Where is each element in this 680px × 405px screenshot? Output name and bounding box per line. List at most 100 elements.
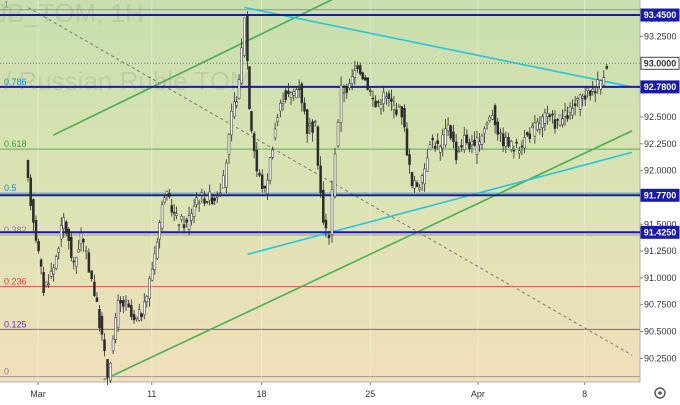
candle-body-27 [95, 297, 99, 302]
price-tag-box-4 [640, 225, 680, 239]
candle-body-52 [160, 204, 164, 229]
candle-body-77 [225, 162, 228, 188]
price-tag-label-2: 92.7800 [644, 82, 677, 92]
candle-body-90 [258, 172, 261, 176]
candle-body-89 [255, 150, 259, 172]
candle-body-92 [263, 185, 267, 189]
candle-body-183 [504, 137, 508, 147]
candle-body-72 [210, 197, 214, 205]
candle-body-15 [65, 221, 68, 234]
candle-body-58 [175, 213, 178, 216]
candle-body-39 [127, 303, 130, 308]
candle-body-34 [114, 317, 117, 340]
candle-body-42 [135, 316, 138, 319]
candle-body-67 [197, 202, 201, 204]
candle-body-40 [130, 305, 133, 318]
candle-body-123 [348, 83, 351, 89]
candle-body-65 [192, 205, 196, 217]
fib-label-1: 0.786 [4, 77, 27, 87]
trend-line-1 [103, 130, 633, 381]
candle-body-74 [216, 196, 219, 198]
candle-body-24 [87, 252, 91, 273]
candle-body-165 [457, 150, 461, 153]
candle-body-151 [420, 175, 424, 183]
candle-body-219 [596, 79, 600, 87]
candle-body-122 [345, 86, 349, 93]
candle-body-2 [32, 199, 35, 223]
candle-body-211 [576, 98, 579, 101]
candle-body-132 [371, 97, 375, 100]
candle-body-107 [303, 102, 306, 112]
candle-body-66 [195, 197, 198, 205]
candle-body-134 [377, 101, 380, 104]
candle-body-99 [281, 101, 285, 104]
candle-body-152 [423, 168, 426, 185]
candle-body-114 [322, 189, 325, 223]
candle-body-205 [561, 118, 564, 126]
candle-body-112 [316, 126, 320, 166]
candle-body-117 [330, 188, 334, 235]
candle-body-113 [319, 165, 322, 194]
candle-body-44 [140, 313, 144, 317]
candle-body-118 [333, 153, 337, 197]
candle-body-194 [533, 122, 537, 137]
candle-body-22 [82, 238, 85, 243]
price-tick-label-8: 90.5000 [644, 327, 677, 337]
candle-body-61 [182, 224, 186, 229]
candle-body-88 [252, 133, 256, 152]
candle-body-147 [410, 172, 414, 187]
candle-body-87 [250, 111, 253, 131]
candle-body-14 [62, 217, 65, 229]
gear-button[interactable] [654, 387, 666, 399]
candle-body-36 [119, 299, 122, 304]
candle-body-91 [260, 174, 264, 189]
candle-body-115 [324, 219, 328, 229]
candle-body-71 [208, 191, 211, 201]
fib-label-5: 0.236 [4, 277, 27, 287]
candle-body-63 [187, 215, 191, 230]
price-tick-label-7: 90.7500 [644, 300, 677, 310]
candle-body-125 [353, 70, 357, 78]
gear-icon [654, 387, 666, 399]
watermark-line-2: / Russian Ruble TOM [4, 66, 252, 96]
candle-body-148 [413, 180, 416, 189]
candle-body-153 [426, 157, 429, 172]
candle-body-98 [279, 102, 282, 112]
candle-body-49 [153, 253, 157, 271]
candle-body-38 [124, 299, 128, 302]
candle-body-64 [190, 213, 193, 221]
candle-body-56 [170, 205, 174, 213]
price-tick-label-4: 91.5000 [644, 219, 677, 229]
candle-body-185 [509, 141, 513, 150]
candle-body-28 [98, 309, 101, 329]
candle-body-138 [387, 93, 391, 99]
candle-body-7 [44, 281, 48, 287]
candle-body-110 [311, 121, 314, 133]
candle-body-81 [235, 101, 238, 106]
candle-body-157 [436, 140, 439, 144]
candle-body-55 [168, 193, 171, 197]
candle-body-80 [233, 101, 236, 117]
candle-body-145 [405, 128, 409, 156]
price-tag-box-1 [640, 56, 680, 70]
candle-body-222 [605, 66, 609, 69]
candle-body-210 [573, 103, 577, 107]
price-tags: 93.4500 93.0000 92.7800 91.7700 91.4250 [640, 8, 680, 239]
candle-body-198 [543, 112, 547, 124]
trend-line-3 [247, 151, 633, 256]
candle-body-108 [305, 109, 309, 134]
candle-body-31 [106, 359, 109, 378]
candle-body-174 [480, 135, 484, 145]
candle-body-9 [49, 271, 53, 277]
candle-body-131 [369, 90, 372, 92]
candle-body-137 [385, 96, 388, 99]
candle-body-166 [460, 145, 463, 148]
candle-body-5 [39, 259, 43, 267]
candle-body-62 [185, 219, 188, 223]
candle-body-17 [70, 236, 73, 258]
candle-body-86 [248, 66, 251, 110]
candle-body-105 [297, 88, 301, 90]
watermark-line-1: JB_TOM, 1H [0, 0, 144, 28]
candle-body-69 [203, 198, 206, 204]
